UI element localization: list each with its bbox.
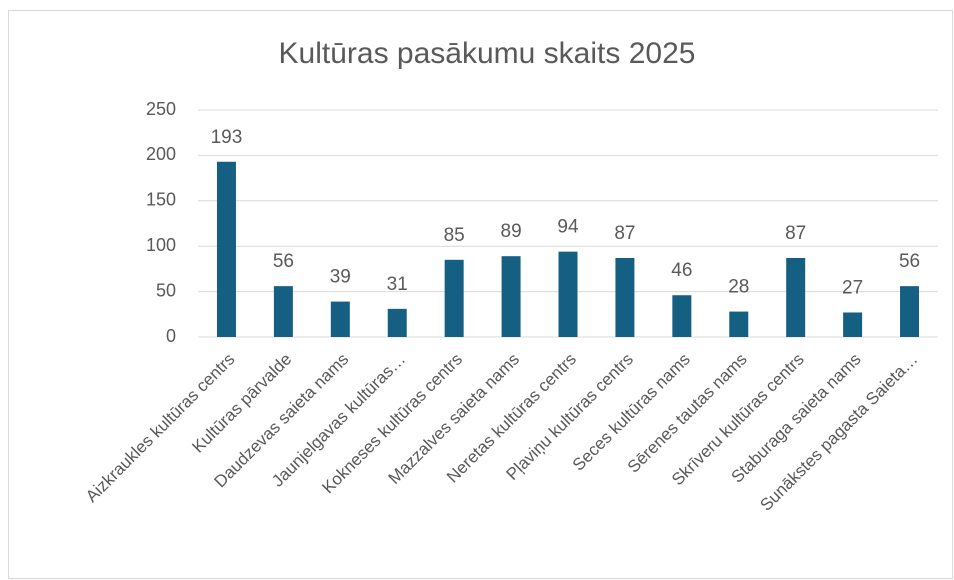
data-label: 87: [785, 223, 806, 244]
bar: [273, 286, 293, 337]
bar: [444, 259, 464, 337]
data-label: 28: [728, 277, 749, 298]
data-label: 56: [273, 251, 294, 272]
bar: [387, 308, 407, 337]
y-tick-label: 0: [166, 326, 176, 346]
bar: [558, 251, 578, 337]
chart-frame: [8, 10, 953, 579]
bar: [786, 258, 806, 337]
data-label: 39: [330, 267, 351, 288]
bar: [729, 311, 749, 337]
data-label: 87: [614, 223, 635, 244]
bar: [843, 312, 863, 337]
data-label: 193: [211, 127, 243, 148]
data-label: 56: [899, 251, 920, 272]
data-label: 94: [557, 217, 579, 238]
bar: [330, 301, 350, 337]
bar: [672, 295, 692, 337]
y-tick-label: 200: [146, 144, 176, 164]
data-label: 89: [501, 221, 522, 242]
bar: [501, 256, 521, 337]
bar: [216, 161, 236, 337]
data-label: 46: [671, 260, 692, 281]
bar: [900, 286, 920, 337]
data-label: 85: [444, 225, 465, 246]
data-label: 31: [387, 274, 408, 295]
y-tick-label: 50: [156, 280, 176, 300]
data-label: 27: [842, 277, 863, 298]
bar: [615, 258, 635, 337]
y-tick-label: 250: [146, 99, 176, 119]
chart-title: Kultūras pasākumu skaits 2025: [279, 37, 696, 70]
y-tick-label: 100: [146, 235, 176, 255]
y-tick-label: 150: [146, 190, 176, 210]
